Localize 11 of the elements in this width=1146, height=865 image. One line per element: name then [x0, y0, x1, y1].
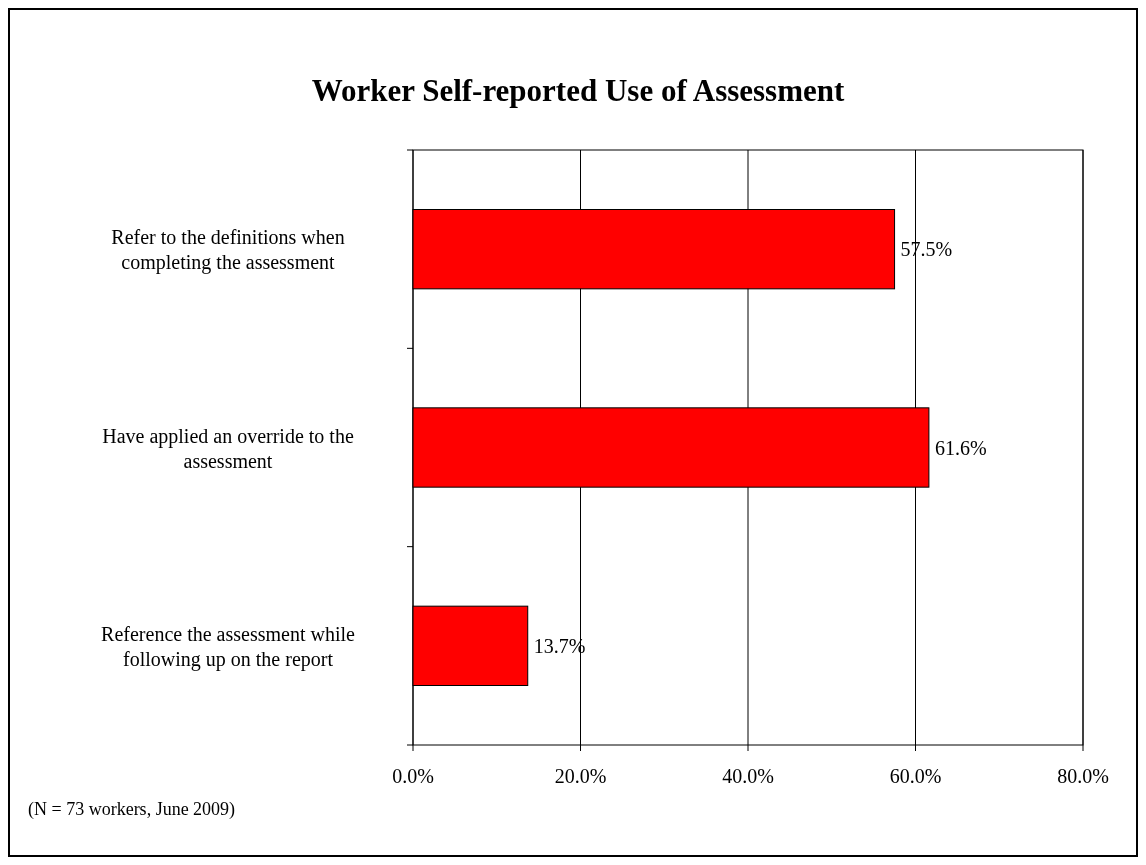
y-tick-label: Have applied an override to the assessment — [102, 424, 354, 472]
text: (N = 73 workers, June 2009) — [28, 799, 236, 820]
x-tick-label: 60.0% — [889, 765, 942, 787]
x-tick-label: 0.0% — [392, 765, 434, 787]
x-tick-label: 80.0% — [1057, 765, 1109, 787]
chart-title: Worker Self-reported Use of Assessment — [311, 73, 845, 108]
x-tick-label: 40.0% — [722, 765, 774, 787]
data-label: 61.6% — [934, 436, 987, 459]
y-tick-label: Refer to the definitions when completing the assessment — [111, 226, 345, 275]
x-tick-label: 20.0% — [554, 765, 607, 787]
y-tick-label: Reference the assessment while following up on the report — [101, 622, 356, 671]
